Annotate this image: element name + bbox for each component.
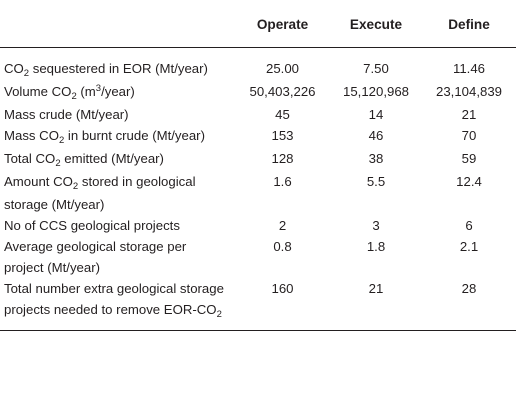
header-execute: Execute <box>330 14 422 48</box>
table-row: Volume CO2 (m3/year) 50,403,226 15,120,968… <box>0 81 516 104</box>
table-body: CO2 sequestered in EOR (Mt/year) 25.00 7.5… <box>0 48 516 331</box>
subscript: 2 <box>58 135 65 146</box>
cell-define: 6 <box>465 218 473 233</box>
label-text: sequestered in EOR (Mt/year) <box>29 61 208 76</box>
cell-operate: 153 <box>271 128 294 143</box>
cell-operate: 25.00 <box>265 61 299 76</box>
cell-execute: 7.50 <box>363 61 389 76</box>
subscript: 2 <box>216 309 222 320</box>
cell-operate: 160 <box>235 278 330 331</box>
subscript: 2 <box>72 181 79 192</box>
label-text: (m <box>76 84 96 99</box>
label-text: Total CO <box>4 151 56 166</box>
cell-operate: 2 <box>278 218 287 233</box>
label-text: Amount CO <box>4 174 73 189</box>
superscript: 3 <box>95 83 102 94</box>
label-text: Volume CO <box>4 84 72 99</box>
table-row: Average geological storage per project (… <box>0 236 516 278</box>
cell-execute: 3 <box>372 218 380 233</box>
row-label: Volume CO2 (m3/year) <box>0 81 235 104</box>
cell-execute: 1.8 <box>366 239 386 254</box>
cell-execute: 15,120,968 <box>342 84 409 99</box>
cell-operate: 45 <box>275 107 290 122</box>
cell-define: 59 <box>461 151 477 166</box>
cell-define: 2.1 <box>459 239 479 254</box>
label-text: Mass crude (Mt/year) <box>4 107 129 122</box>
cell-operate: 1.6 <box>273 174 292 189</box>
table-row: Total number extra geological storage pr… <box>0 278 516 331</box>
cell-define: 70 <box>461 128 477 143</box>
label-text: emitted (Mt/year) <box>60 151 164 166</box>
cell-execute: 14 <box>368 107 384 122</box>
cell-execute: 38 <box>368 151 384 166</box>
cell-define: 12.4 <box>456 174 482 189</box>
header-operate: Operate <box>235 14 330 48</box>
cell-operate: 50,403,226 <box>249 84 316 99</box>
table-row: Mass CO2 in burnt crude (Mt/year) 153 46 70 <box>0 125 516 148</box>
label-text: Total number extra geological storage pr… <box>4 281 224 317</box>
row-label: Average geological storage per project (… <box>0 236 235 278</box>
label-text: /year) <box>101 84 135 99</box>
row-label: Amount CO2 stored in geological storage … <box>0 171 235 215</box>
header-label-column <box>0 14 235 48</box>
table-row: CO2 sequestered in EOR (Mt/year) 25.00 7.5… <box>0 48 516 82</box>
row-label: Mass CO2 in burnt crude (Mt/year) <box>0 125 235 148</box>
row-label: Total number extra geological storage pr… <box>0 278 235 331</box>
table-row: Mass crude (Mt/year) 45 14 21 <box>0 104 516 125</box>
header-row: Operate Execute Define <box>0 14 516 48</box>
cell-define: 23,104,839 <box>435 84 502 99</box>
label-text: No of CCS geological projects <box>4 218 180 233</box>
label-text: Average geological storage per project (… <box>4 239 187 275</box>
cell-define: 21 <box>461 107 477 122</box>
subscript: 2 <box>55 158 61 169</box>
table-row: No of CCS geological projects 2 3 6 <box>0 215 516 236</box>
cell-define: 28 <box>422 278 516 331</box>
row-label: Mass crude (Mt/year) <box>0 104 235 125</box>
table-row: Amount CO2 stored in geological storage … <box>0 171 516 215</box>
label-text: CO <box>4 61 24 76</box>
row-label: CO2 sequestered in EOR (Mt/year) <box>0 48 235 82</box>
row-label: Total CO2 emitted (Mt/year) <box>0 148 235 171</box>
header-define: Define <box>422 14 516 48</box>
cell-execute: 21 <box>330 278 422 331</box>
subscript: 2 <box>71 91 77 102</box>
row-label: No of CCS geological projects <box>0 215 235 236</box>
cell-define: 11.46 <box>452 61 486 76</box>
cell-execute: 46 <box>368 128 384 143</box>
data-table: Operate Execute Define CO2 sequestered i… <box>0 14 516 331</box>
cell-execute: 5.5 <box>366 174 386 189</box>
label-text: in burnt crude (Mt/year) <box>64 128 205 143</box>
cell-operate: 0.8 <box>273 239 292 254</box>
table-row: Total CO2 emitted (Mt/year) 128 38 59 <box>0 148 516 171</box>
subscript: 2 <box>23 68 30 79</box>
label-text: stored in geological storage (Mt/year) <box>4 174 196 212</box>
cell-operate: 128 <box>271 151 294 166</box>
label-text: Mass CO <box>4 128 59 143</box>
